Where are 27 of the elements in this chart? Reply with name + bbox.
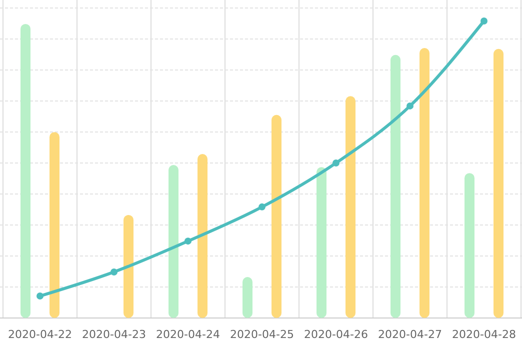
- bar: [346, 96, 356, 318]
- bar: [20, 24, 30, 318]
- point: [36, 292, 44, 300]
- x-tick-label: 2020-04-22: [8, 328, 72, 341]
- x-tick-label: 2020-04-24: [156, 328, 220, 341]
- x-tick-label: 2020-04-26: [304, 328, 368, 341]
- bar: [494, 48, 504, 318]
- bar: [464, 173, 474, 318]
- bar: [168, 165, 178, 318]
- x-tick-label: 2020-04-27: [378, 328, 442, 341]
- point: [258, 203, 266, 210]
- bar: [316, 167, 326, 318]
- bar: [50, 132, 60, 318]
- point: [184, 238, 192, 245]
- point: [110, 268, 118, 276]
- bar: [272, 114, 282, 318]
- point: [480, 18, 488, 24]
- bar: [124, 214, 134, 318]
- bar: [390, 54, 400, 318]
- point: [406, 102, 414, 110]
- x-tick-label: 2020-04-25: [230, 328, 294, 341]
- x-tick-label: 2020-04-28: [452, 328, 516, 341]
- point: [332, 159, 340, 166]
- bar: [420, 48, 430, 318]
- bar: [198, 154, 208, 318]
- bar: [242, 277, 252, 318]
- x-tick-label: 2020-04-23: [82, 328, 146, 341]
